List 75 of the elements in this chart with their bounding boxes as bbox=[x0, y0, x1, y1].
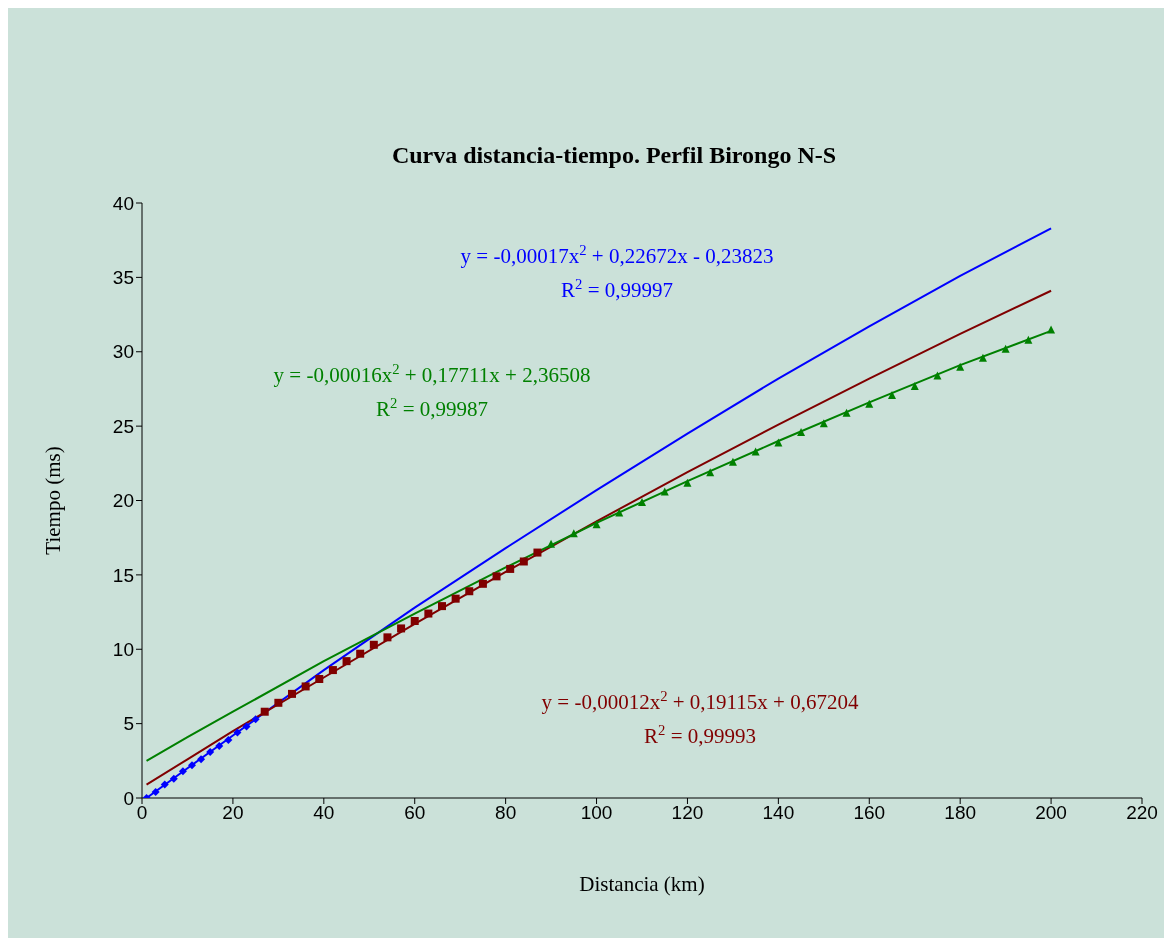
point bbox=[465, 587, 474, 596]
point bbox=[519, 557, 528, 566]
point bbox=[178, 767, 187, 776]
x-tick-label: 180 bbox=[944, 802, 977, 824]
point bbox=[451, 594, 460, 603]
y-tick-label: 10 bbox=[112, 638, 134, 660]
point bbox=[260, 707, 269, 716]
point bbox=[215, 741, 224, 750]
y-axis-title: Tiempo (ms) bbox=[41, 446, 65, 555]
point bbox=[383, 633, 392, 642]
point bbox=[188, 761, 196, 770]
x-tick-label: 20 bbox=[222, 802, 244, 824]
point bbox=[369, 640, 378, 649]
point bbox=[301, 682, 310, 691]
point bbox=[842, 408, 851, 417]
point bbox=[169, 774, 178, 783]
point bbox=[251, 715, 260, 724]
y-tick-label: 40 bbox=[112, 192, 134, 214]
point bbox=[956, 362, 965, 371]
chart-title: Curva distancia-tiempo. Perfil Birongo N-S bbox=[391, 142, 837, 168]
text: y = -0,00017x$^{2}$ + 0,22672x - 0,23823 R$^{2}$ = 0,99997 bbox=[460, 241, 774, 302]
y-tick-label: 20 bbox=[112, 490, 134, 512]
y-tick-label: 5 bbox=[123, 713, 134, 735]
point bbox=[592, 520, 601, 529]
point bbox=[492, 572, 501, 581]
x-tick-label: 60 bbox=[404, 802, 426, 824]
point bbox=[506, 564, 515, 573]
point bbox=[206, 747, 215, 756]
point bbox=[397, 624, 406, 633]
point bbox=[197, 755, 206, 764]
point bbox=[274, 698, 283, 707]
point bbox=[910, 381, 919, 390]
point bbox=[288, 689, 296, 698]
x-tick-label: 100 bbox=[580, 802, 613, 824]
point bbox=[797, 428, 806, 437]
point bbox=[533, 548, 542, 557]
x-tick-label: 200 bbox=[1035, 802, 1067, 824]
x-tick-label: 80 bbox=[495, 802, 517, 824]
point bbox=[865, 399, 874, 408]
x-tick-label: 160 bbox=[853, 802, 886, 824]
y-tick-label: 0 bbox=[123, 787, 134, 809]
x-axis-title: Distancia (km) bbox=[579, 872, 705, 896]
y-tick-label: 15 bbox=[112, 564, 134, 586]
x-tick-label: 120 bbox=[671, 802, 704, 824]
y-tick-label: 25 bbox=[112, 415, 134, 437]
text: y = -0,00012x$^{2}$ + 0,19115x + 0,67204 R$^{2}$ = 0,99993 bbox=[541, 687, 859, 748]
point bbox=[328, 666, 337, 675]
point bbox=[660, 487, 669, 496]
x-tick-label: 220 bbox=[1126, 802, 1158, 824]
point bbox=[356, 649, 365, 658]
point bbox=[224, 735, 233, 744]
point bbox=[242, 722, 251, 731]
point bbox=[233, 728, 242, 737]
y-tick-label: 30 bbox=[112, 341, 134, 363]
point bbox=[1024, 335, 1033, 344]
x-tick-label: 40 bbox=[313, 802, 335, 824]
point bbox=[438, 602, 446, 611]
y-tick-label: 35 bbox=[112, 267, 134, 289]
point bbox=[160, 780, 169, 789]
point bbox=[888, 390, 896, 399]
point bbox=[683, 478, 692, 487]
point bbox=[424, 609, 433, 618]
point bbox=[315, 675, 324, 683]
point bbox=[933, 371, 942, 380]
x-tick-label: 140 bbox=[762, 802, 795, 824]
text: y = -0,00016x$^{2}$ + 0,17711x + 2,36508 R$^{2}$ = 0,99987 bbox=[273, 360, 591, 421]
point bbox=[410, 616, 419, 625]
point bbox=[728, 457, 737, 466]
point bbox=[978, 353, 987, 362]
point bbox=[342, 657, 351, 666]
point bbox=[151, 788, 160, 797]
point bbox=[638, 497, 646, 506]
point bbox=[547, 539, 556, 548]
point bbox=[1001, 344, 1010, 353]
point bbox=[478, 579, 487, 588]
